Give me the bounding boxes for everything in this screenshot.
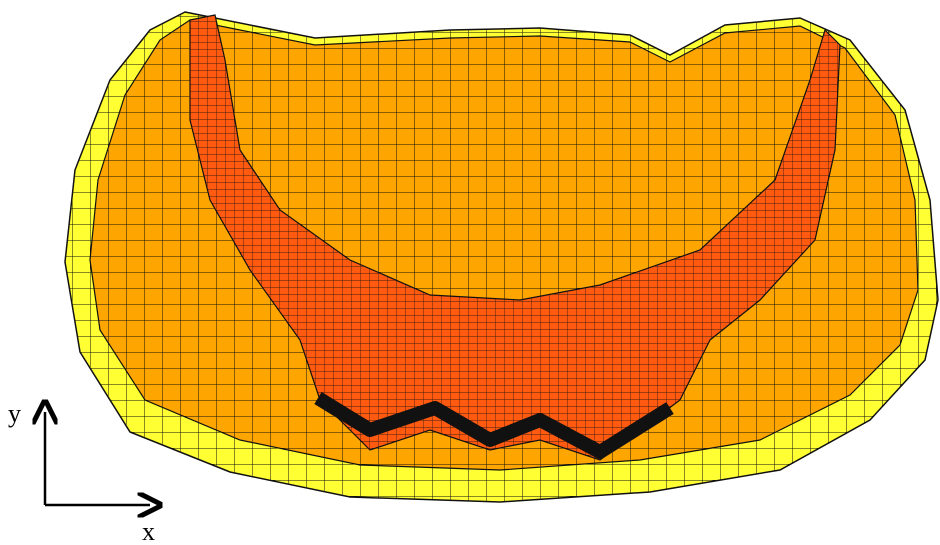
mesh-figure: y x [0, 0, 940, 545]
mesh [65, 12, 938, 502]
x-label: x [142, 517, 155, 545]
y-label: y [8, 399, 21, 428]
